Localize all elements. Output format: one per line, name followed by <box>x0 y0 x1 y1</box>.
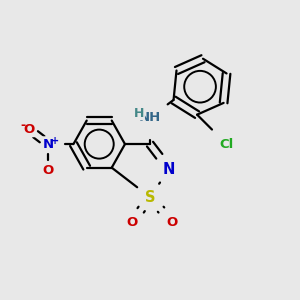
Text: O: O <box>43 164 54 177</box>
Text: H: H <box>134 107 144 120</box>
Text: O: O <box>167 216 178 229</box>
Text: N: N <box>163 162 175 177</box>
Text: S: S <box>145 190 155 205</box>
Text: N: N <box>43 138 54 151</box>
Text: -: - <box>20 119 26 132</box>
Text: +: + <box>51 136 59 146</box>
Text: NH: NH <box>139 111 161 124</box>
Text: Cl: Cl <box>219 138 234 151</box>
Text: O: O <box>127 216 138 229</box>
Text: O: O <box>24 123 35 136</box>
